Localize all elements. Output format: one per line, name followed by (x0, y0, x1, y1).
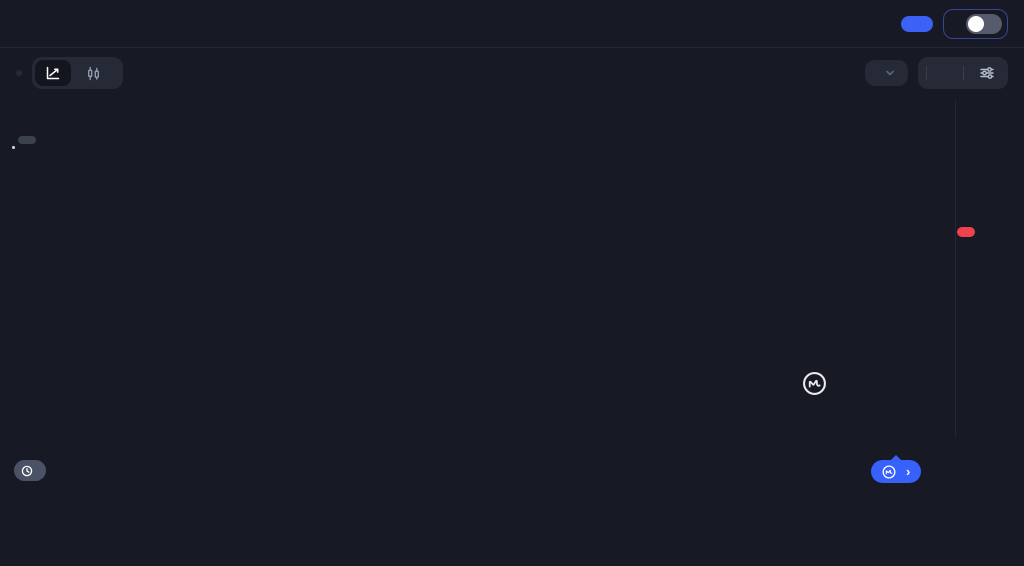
price-marketcap-segmented (16, 70, 22, 76)
events-count-badge[interactable] (14, 460, 46, 481)
compare-button[interactable] (865, 60, 908, 86)
chevron-right-icon: › (906, 463, 911, 479)
log-scale-button[interactable] (932, 68, 958, 78)
tune-settings-icon (980, 67, 994, 79)
coinmarketcap-logo-icon (803, 372, 826, 395)
dex-mode-switch[interactable] (966, 13, 1002, 34)
candlestick-icon (88, 66, 99, 80)
tradingview-chart-type-button[interactable] (73, 61, 120, 86)
page-tabs-bar (0, 0, 1024, 48)
session-high-flag (18, 136, 36, 144)
coinmarketcap-watermark (802, 371, 835, 396)
price-axis (955, 100, 1024, 437)
buy-doge-button[interactable] (901, 15, 933, 32)
chevron-down-icon (886, 70, 894, 76)
toggle-knob-icon (968, 15, 984, 32)
chart-type-segmented (32, 57, 123, 89)
chart-toolbar (0, 48, 1024, 96)
chart-settings-button[interactable] (969, 60, 1005, 86)
divider (926, 66, 927, 80)
analyze-cmc-logo-icon (882, 465, 896, 478)
time-range-segmented (918, 57, 1008, 89)
header-actions (901, 0, 1008, 47)
divider (963, 66, 964, 80)
line-chart-icon (46, 66, 60, 80)
timeline-brush[interactable] (14, 488, 1010, 528)
high-marker-dot (12, 146, 15, 149)
analyze-button[interactable]: › (871, 455, 922, 483)
last-price-badge (957, 227, 975, 237)
history-clock-icon (21, 465, 33, 476)
dex-mode-control[interactable] (943, 8, 1008, 39)
line-chart-type-button[interactable] (35, 60, 71, 86)
